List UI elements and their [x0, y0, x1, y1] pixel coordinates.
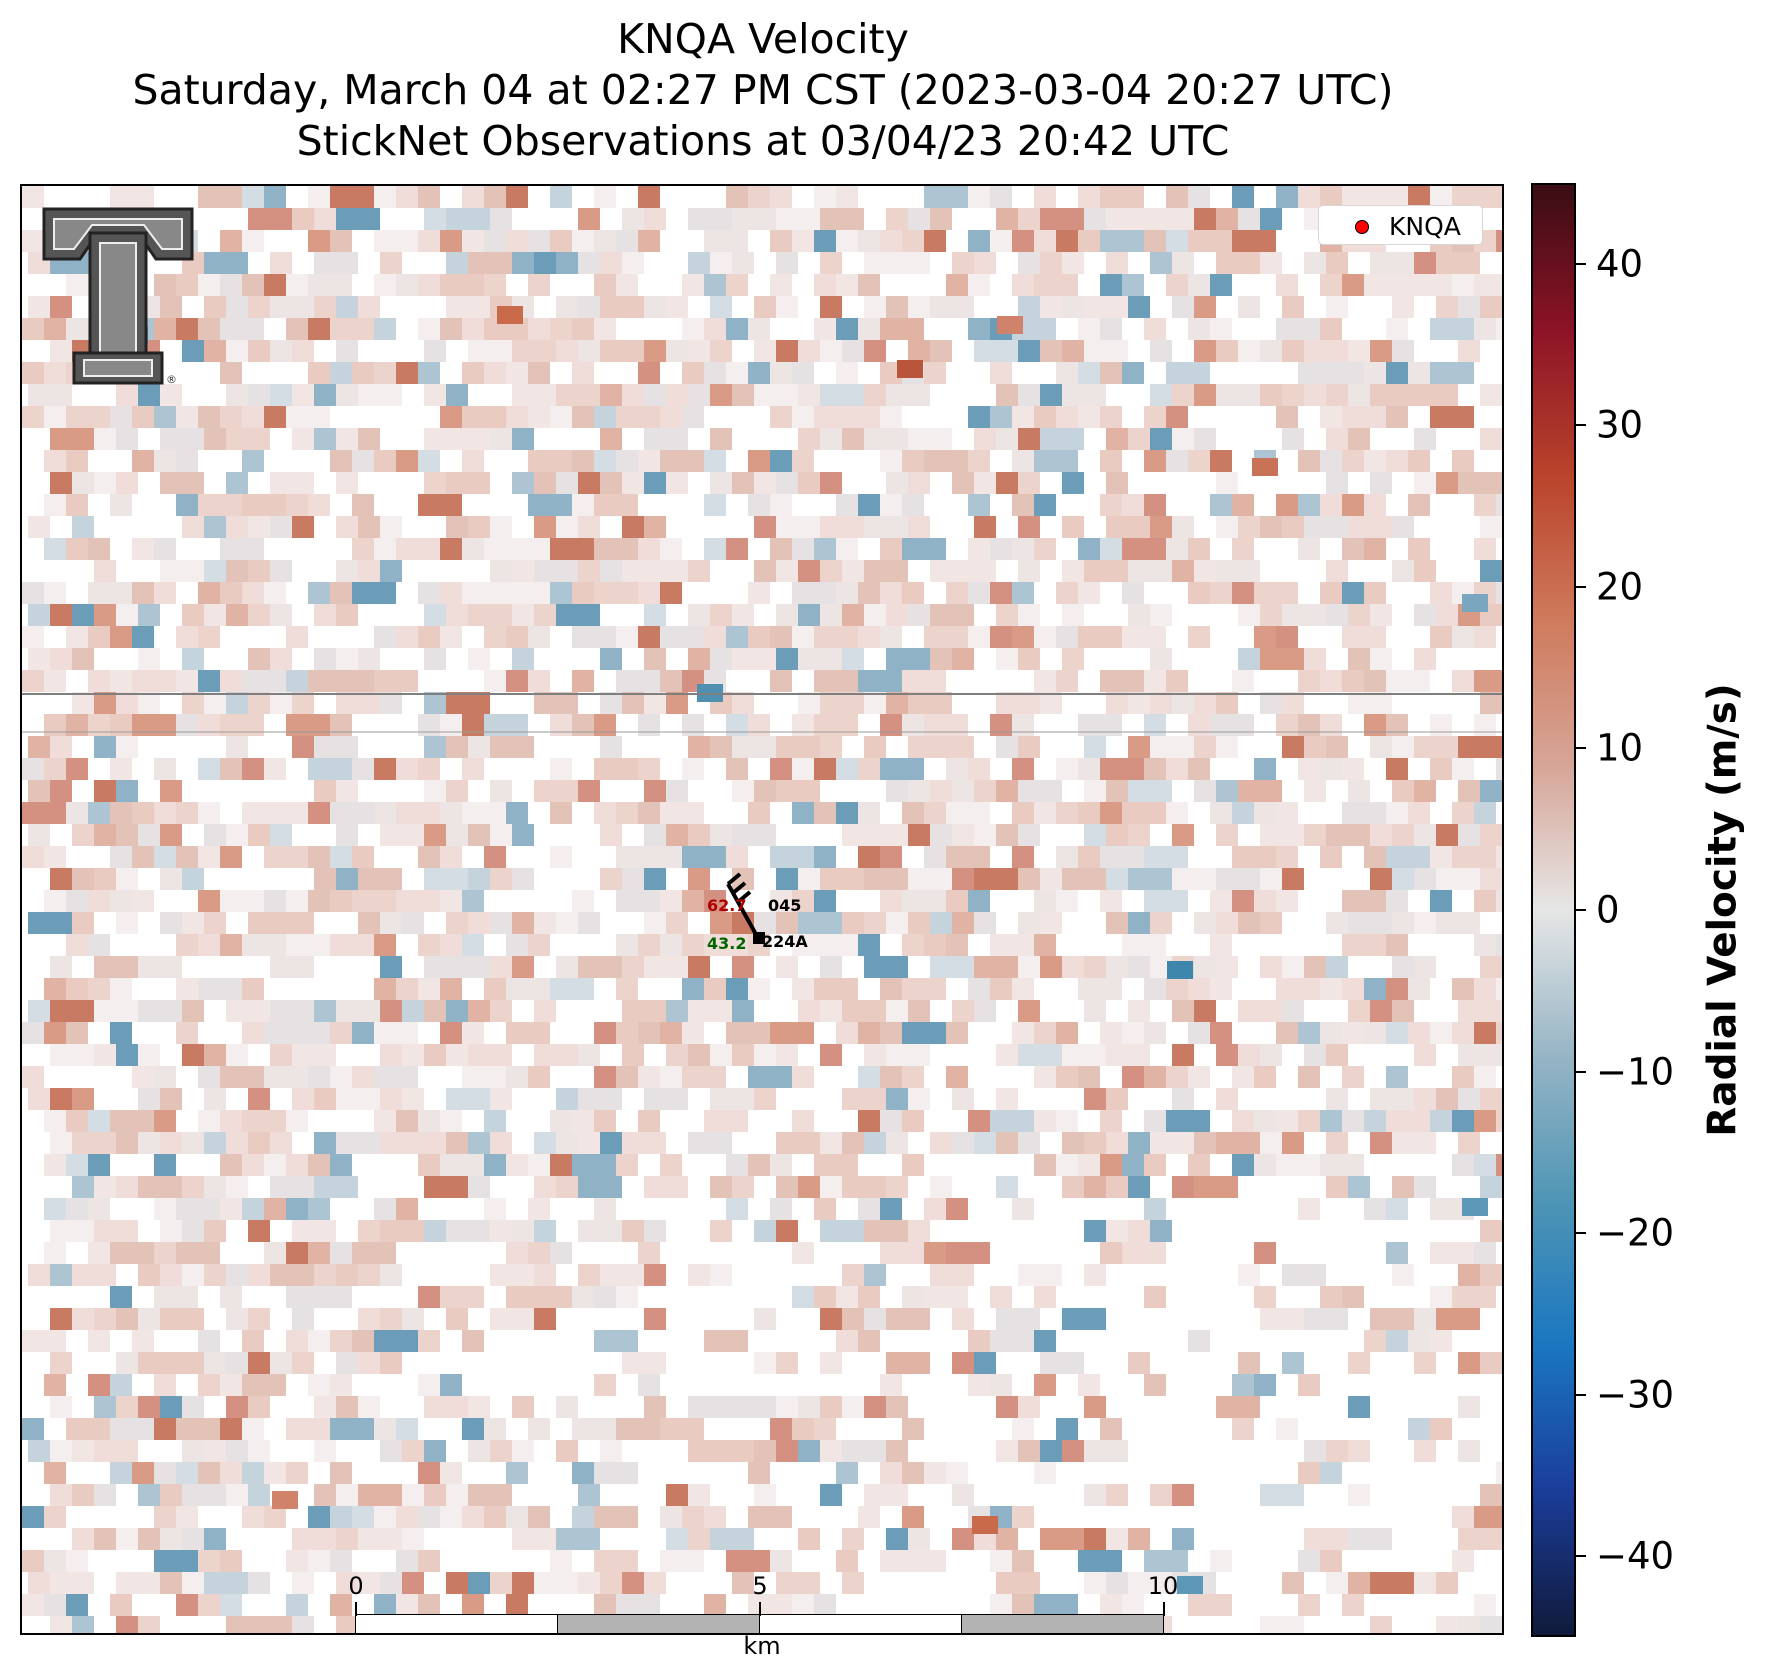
- colorbar-tick-label: 40: [1596, 242, 1644, 286]
- station-045-id[interactable]: 045: [768, 896, 802, 915]
- colorbar-tick-label: 0: [1596, 888, 1620, 932]
- scale-segment-1: [355, 1614, 558, 1634]
- scale-unit-label: km: [743, 1632, 781, 1660]
- svg-text:®: ®: [166, 373, 177, 386]
- colorbar-tick-mark: [1576, 1555, 1586, 1558]
- velocity-colorbar: [1531, 183, 1576, 1637]
- radar-velocity-field: [22, 186, 1502, 1633]
- map-legend: KNQA: [1318, 205, 1483, 245]
- station-224a-id[interactable]: 224A: [762, 932, 808, 951]
- colorbar-tick-mark: [1576, 262, 1586, 265]
- title-line-1: KNQA Velocity: [617, 15, 909, 63]
- colorbar-tick-label: −20: [1596, 1211, 1675, 1255]
- scale-tick-label: 10: [1147, 1572, 1179, 1600]
- scale-segment-3: [759, 1614, 962, 1634]
- scale-tick-label: 5: [752, 1572, 768, 1600]
- colorbar-tick-mark: [1576, 585, 1586, 588]
- colorbar-tick-label: 30: [1596, 403, 1644, 447]
- station-045-value: 62.7: [707, 896, 747, 915]
- colorbar-tick-label: 10: [1596, 726, 1644, 770]
- wind-barb-icon: [726, 872, 765, 944]
- scale-segment-4: [961, 1614, 1164, 1634]
- scale-tick-mark: [759, 1602, 761, 1616]
- colorbar-tick-label: 20: [1596, 565, 1644, 609]
- scale-tick-label: 0: [348, 1572, 364, 1600]
- colorbar-tick-label: −30: [1596, 1373, 1675, 1417]
- radar-map-panel[interactable]: [20, 184, 1504, 1635]
- title-line-3: StickNet Observations at 03/04/23 20:42 …: [296, 117, 1230, 165]
- colorbar-tick-label: −40: [1596, 1534, 1675, 1578]
- scale-bar: 0 5 10: [348, 1572, 1178, 1634]
- colorbar-tick-mark: [1576, 424, 1586, 427]
- colorbar-tick-mark: [1576, 1070, 1586, 1073]
- scale-tick-mark: [1163, 1602, 1165, 1616]
- knqa-marker-icon: [1355, 220, 1369, 234]
- title-line-2: Saturday, March 04 at 02:27 PM CST (2023…: [132, 66, 1394, 114]
- colorbar-tick-mark: [1576, 1232, 1586, 1235]
- colorbar-tick-mark: [1576, 909, 1586, 911]
- colorbar-tick-mark: [1576, 1393, 1586, 1396]
- scale-segment-2: [557, 1614, 760, 1634]
- legend-label: KNQA: [1389, 212, 1461, 241]
- map-title: KNQA Velocity Saturday, March 04 at 02:2…: [20, 14, 1506, 167]
- colorbar-title: Radial Velocity (m/s): [1700, 683, 1746, 1137]
- scale-tick-mark: [355, 1602, 357, 1616]
- colorbar-tick-mark: [1576, 747, 1586, 750]
- texas-tech-logo-icon: ®: [42, 207, 194, 386]
- station-224a-value: 43.2: [707, 934, 747, 953]
- colorbar-tick-label: −10: [1596, 1050, 1675, 1094]
